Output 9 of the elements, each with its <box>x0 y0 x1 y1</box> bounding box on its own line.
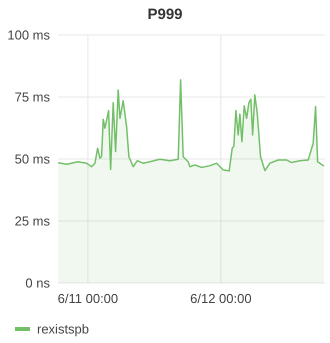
chart-title: P999 <box>147 6 183 23</box>
y-tick-label: 100 ms <box>7 28 50 43</box>
y-tick-label: 75 ms <box>14 90 50 105</box>
y-tick-label: 25 ms <box>14 214 50 229</box>
y-tick-label: 0 ns <box>25 276 50 291</box>
x-tick-label: 6/12 00:00 <box>190 291 252 306</box>
y-tick-label: 50 ms <box>14 152 50 167</box>
legend-label: rexistspb <box>37 322 90 337</box>
x-tick-label: 6/11 00:00 <box>58 291 118 306</box>
